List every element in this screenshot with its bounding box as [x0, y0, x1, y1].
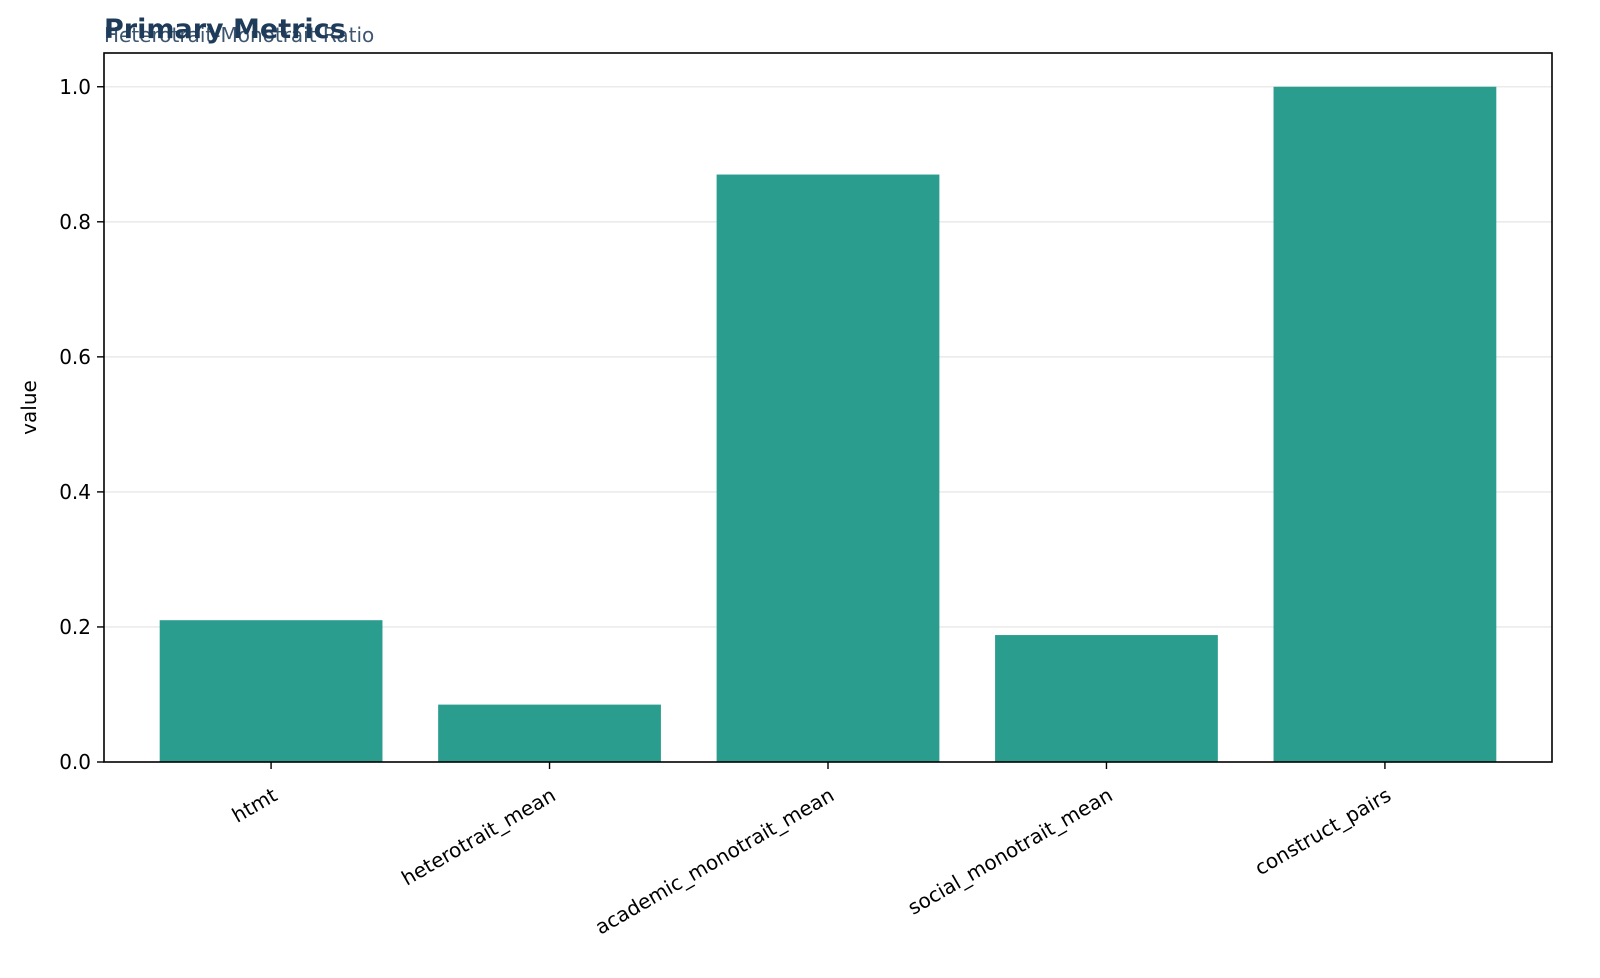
y-tick-label: 0.8 — [59, 210, 91, 234]
x-axis-ticks: htmt heterotrait_mean academic_monotrait_m… — [228, 762, 1395, 939]
y-tick-label: 0.0 — [59, 750, 91, 774]
y-tick-label: 0.4 — [59, 480, 91, 504]
bar-academic-monotrait-mean — [716, 174, 940, 763]
x-tick-label: htmt — [228, 783, 282, 828]
chart-subtitle: Heterotrait-Monotrait Ratio — [104, 23, 374, 47]
plot-frame — [103, 52, 1553, 763]
x-tick-label: academic_monotrait_mean — [591, 783, 838, 940]
x-tick-label: heterotrait_mean — [397, 783, 559, 891]
bars — [159, 86, 1497, 763]
bar-construct-pairs — [1273, 86, 1497, 762]
x-tick-label: social_monotrait_mean — [904, 783, 1117, 920]
y-axis-label: value — [17, 380, 41, 435]
bar-htmt — [159, 620, 383, 762]
x-tick-label: construct_pairs — [1250, 783, 1395, 880]
y-tick-label: 0.6 — [59, 345, 91, 369]
bar-social-monotrait-mean — [995, 635, 1218, 762]
bar-heterotrait-mean — [438, 704, 661, 762]
y-tick-label: 1.0 — [59, 75, 91, 99]
chart-title: Primary Metrics — [104, 14, 346, 45]
y-axis-ticks: 0.0 0.2 0.4 0.6 0.8 1.0 — [59, 75, 104, 774]
y-tick-label: 0.2 — [59, 615, 91, 639]
